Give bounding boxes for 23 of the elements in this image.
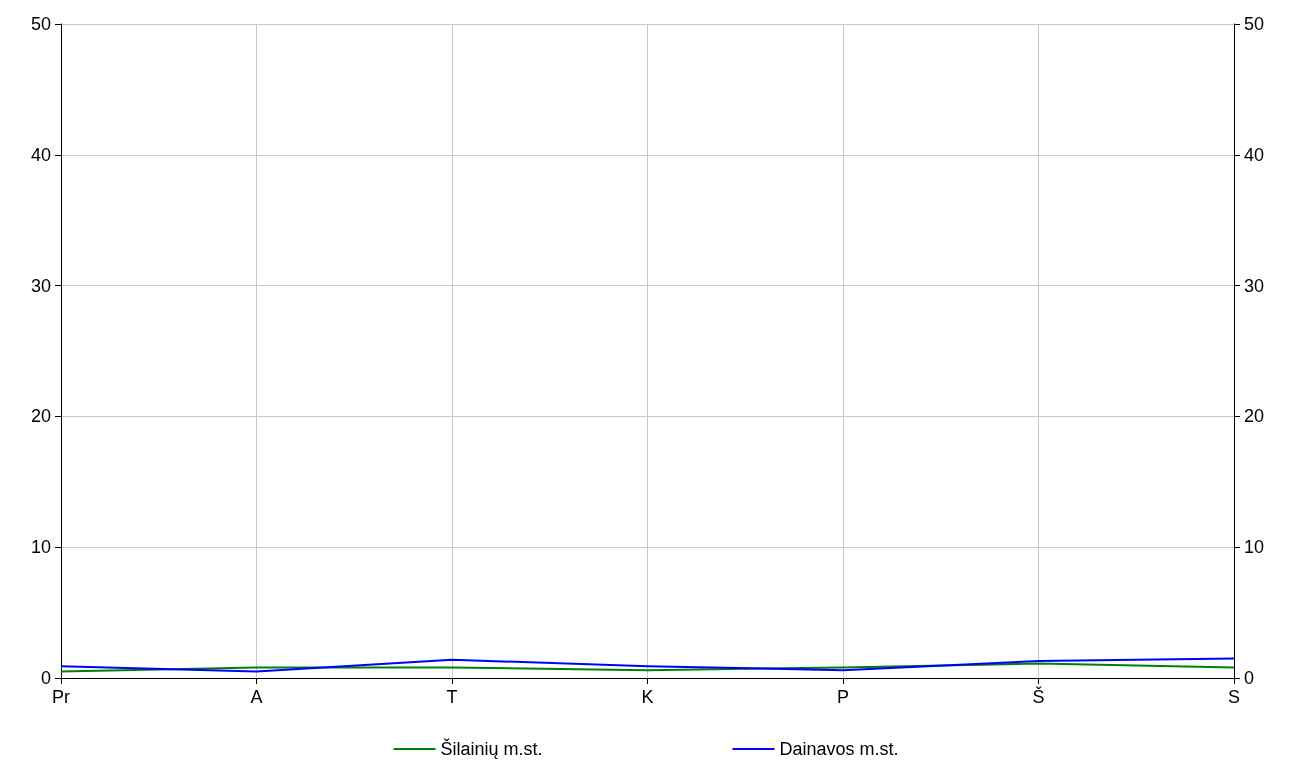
x-tick-label: Š: [1032, 686, 1045, 707]
y-tick-label: 40: [30, 144, 51, 165]
y-tick-label: 30: [30, 275, 51, 296]
x-tick-label: T: [446, 687, 458, 707]
y-tick-label: 0: [40, 668, 51, 688]
line-series: [60, 662, 1235, 673]
y-tick-label: 10: [30, 537, 51, 558]
legend-label: Dainavos m.st.: [779, 739, 899, 759]
y2-tick-label: 20: [1244, 406, 1265, 427]
y2-tick-label: 30: [1244, 275, 1265, 296]
line-series: [60, 657, 1235, 673]
x-tick-label: S: [1227, 687, 1241, 707]
legend-label: Šilainių m.st.: [440, 738, 543, 759]
y2-tick-label: 50: [1244, 14, 1265, 34]
y2-tick-label: 40: [1244, 144, 1265, 165]
x-tick-label: P: [836, 687, 850, 707]
y-tick-label: 20: [30, 406, 51, 427]
x-tick-label: Pr: [52, 687, 71, 707]
x-tick-label: A: [250, 687, 263, 707]
x-tick-label: K: [641, 687, 654, 707]
y-tick-label: 50: [30, 14, 51, 34]
y2-tick-label: 0: [1244, 668, 1255, 688]
y2-tick-label: 10: [1244, 537, 1265, 558]
